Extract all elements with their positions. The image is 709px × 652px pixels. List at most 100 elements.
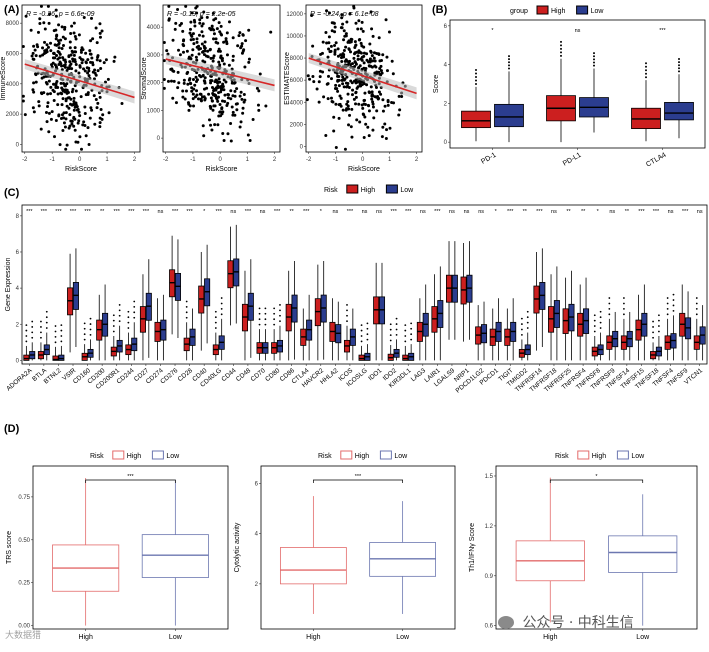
panel-d-th1-ifn-score-significance-bracket <box>549 479 644 483</box>
panel-c-outlier <box>83 338 86 341</box>
panel-a-immunescore-xtick-label: -1 <box>50 157 56 163</box>
panel-a-stromalscore-point <box>162 40 166 44</box>
panel-a-stromalscore-point <box>222 62 226 66</box>
panel-a-estimatescore-point <box>362 113 366 117</box>
panel-a-immunescore-point <box>23 113 27 117</box>
panel-a-stromalscore-point <box>193 24 197 28</box>
panel-a-estimatescore-point <box>365 52 369 56</box>
panel-c-legend-title: Risk <box>324 187 338 194</box>
panel-c-outlier <box>404 329 407 332</box>
panel-d-trs-score-ytick-label: 0.75 <box>18 495 30 501</box>
panel-b-outlier <box>593 55 595 58</box>
panel-a-stromalscore-point <box>201 50 205 54</box>
panel-a-immunescore-point <box>73 117 77 121</box>
panel-a-immunescore-point <box>50 110 54 114</box>
panel-c-outlier <box>264 323 267 326</box>
panel-a-stromalscore-ytick-label: 2000 <box>147 81 161 87</box>
panel-a-stromalscore-point <box>201 34 205 38</box>
panel-c-outlier <box>672 293 675 296</box>
panel-b-outlier <box>645 69 647 72</box>
panel-b-ytick-label: 0 <box>444 140 448 146</box>
panel-a-immunescore-point <box>99 107 103 111</box>
panel-d-trs-score-ytick-label: 0.50 <box>18 538 30 544</box>
panel-a-stromalscore-point <box>209 28 213 32</box>
panel-a-estimatescore-point <box>318 75 322 79</box>
panel-a-estimatescore-point <box>357 102 361 106</box>
panel-a-immunescore-point <box>83 111 87 115</box>
panel-a-immunescore-point <box>34 80 38 84</box>
panel-a-estimatescore-point <box>388 126 392 130</box>
panel-a-immunescore-point <box>46 4 50 8</box>
panel-c-outlier <box>112 330 115 333</box>
panel-a-estimatescore-point <box>381 125 385 129</box>
panel-b-legend-key-high <box>536 5 549 15</box>
panel-a-estimatescore-point <box>375 51 379 55</box>
panel-a-estimatescore-point <box>385 55 389 59</box>
panel-a-estimatescore-ytick-label: 6000 <box>290 78 304 84</box>
panel-a-immunescore-point <box>70 122 74 126</box>
panel-a-stromalscore-point <box>191 32 195 36</box>
panel-d-cytolytic-activity-ytick-label: 6 <box>255 482 259 488</box>
panel-a-immunescore-point <box>72 124 76 128</box>
panel-c-outlier <box>279 304 281 306</box>
panel-a-stromalscore-point <box>247 28 251 32</box>
panel-a-immunescore-point <box>54 28 58 32</box>
panel-a-immunescore-point <box>61 97 65 101</box>
panel-c-significance-tnfrsf4: ** <box>581 209 586 215</box>
panel-a-estimatescore-xtick-label: 2 <box>415 157 419 163</box>
panel-a-immunescore-point <box>61 35 65 39</box>
panel-a-stromalscore-point <box>203 49 207 53</box>
panel-c-outlier <box>60 335 63 337</box>
panel-a-immunescore-point <box>95 58 99 62</box>
panel-d-th1-ifn-score-ytick-label: 1.5 <box>485 474 494 480</box>
panel-a-stromalscore-point <box>212 54 216 58</box>
panel-c-outlier <box>593 325 596 327</box>
panel-a-estimatescore-point <box>321 40 325 44</box>
panel-a-immunescore-point <box>77 71 81 75</box>
panel-a-stromalscore-point <box>244 39 248 43</box>
panel-a-estimatescore-xtick-label: -2 <box>306 157 312 163</box>
panel-b-ytick-label: 6 <box>444 24 448 30</box>
panel-a-immunescore-point <box>55 33 59 37</box>
panel-a-immunescore-point <box>32 44 36 48</box>
panel-a-immunescore-fit-line <box>24 63 135 99</box>
panel-c-outlier <box>404 335 407 337</box>
panel-a-stromalscore-point <box>219 90 223 94</box>
panel-c-outlier <box>346 314 348 317</box>
panel-a-stromalscore-point <box>220 107 224 111</box>
panel-a-stromalscore-point <box>222 40 226 44</box>
panel-c-outlier <box>60 324 63 327</box>
panel-a-immunescore-ytick-label: 2000 <box>6 112 20 118</box>
panel-a-estimatescore-point <box>342 38 346 42</box>
panel-a-estimatescore-point <box>338 102 342 106</box>
panel-a-estimatescore-point <box>364 122 368 126</box>
panel-a-stromalscore-point <box>183 97 187 101</box>
panel-a-immunescore-point <box>78 64 82 68</box>
panel-a-immunescore-point <box>49 117 53 121</box>
panel-c-outlier <box>264 318 267 321</box>
panel-a-stromalscore-point <box>218 110 222 114</box>
panel-c-outlier <box>346 309 348 312</box>
panel-a-estimatescore-point <box>337 84 341 88</box>
panel-a-stromalscore-point <box>218 80 222 84</box>
panel-c-kir3dl1-high-box <box>402 354 409 361</box>
panel-a-immunescore-point <box>46 101 50 105</box>
panel-a-estimatescore-point <box>333 48 337 52</box>
panel-a-immunescore-point <box>70 67 74 71</box>
panel-c-outlier <box>593 314 596 317</box>
panel-c-xtick-cd48: CD48 <box>235 367 253 383</box>
panel-a-immunescore-point <box>98 35 102 39</box>
panel-c-significance-ido1: ns <box>376 209 382 215</box>
panel-a-immunescore-point <box>42 91 46 95</box>
panel-a-stromalscore-point <box>240 97 244 101</box>
panel-d-trs-score-legend-key-low <box>151 450 164 460</box>
panel-c-outlier <box>395 317 398 320</box>
panel-a-stromalscore-point <box>192 42 196 46</box>
panel-c-ylabel: Gene Expression <box>5 258 12 312</box>
panel-a-estimatescore-point <box>310 14 314 18</box>
panel-a-estimatescore-point <box>384 18 388 22</box>
panel-c-outlier <box>526 327 529 329</box>
panel-d-th1-ifn-score-legend-title: Risk <box>555 453 569 460</box>
panel-a-stromalscore-point <box>238 31 242 35</box>
panel-a-immunescore-point <box>32 90 36 94</box>
